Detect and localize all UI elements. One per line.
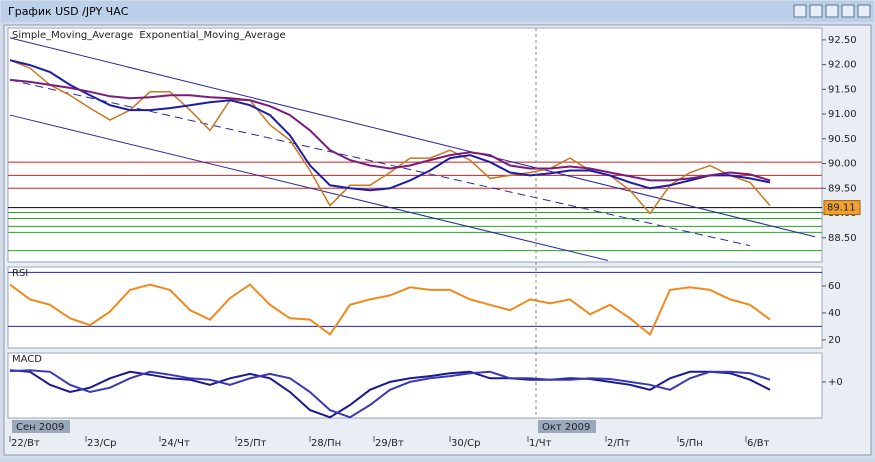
x-tick-label: 25/Пт: [237, 438, 267, 449]
panel: [7, 352, 823, 419]
x-tick-label: 23/Ср: [87, 438, 116, 449]
series-line: [9, 59, 771, 192]
close-button[interactable]: [857, 4, 871, 18]
x-tick-label: 6/Вт: [747, 438, 770, 449]
x-tick-label: 28/Пн: [311, 438, 341, 449]
tile-button[interactable]: [809, 4, 823, 18]
series-line: [9, 369, 771, 419]
y-tick-label: 92.50: [828, 35, 857, 46]
last-price-label: 89.11: [827, 203, 856, 214]
window-title: График USD /JPY ЧАС: [8, 5, 129, 18]
y-tick-label: 90.50: [828, 134, 857, 145]
legend-entry: Simple_Moving_Average: [12, 30, 133, 41]
y-tick-label: 91.50: [828, 84, 857, 95]
channel-line: [9, 79, 751, 247]
y-tick-label: 60: [828, 281, 841, 292]
y-tick-label: 92.00: [828, 60, 857, 71]
panel-title: MACD: [12, 354, 42, 365]
y-tick-label: 89.50: [828, 183, 857, 194]
y-tick-label: 88.50: [828, 233, 857, 244]
y-tick-label: 20: [828, 335, 841, 346]
period-label: Окт 2009: [542, 422, 590, 433]
series-line: [9, 283, 771, 337]
x-tick-label: 30/Ср: [451, 438, 480, 449]
period-label-bg: [538, 420, 596, 433]
series-line: [9, 369, 771, 419]
period-label: Сен 2009: [16, 422, 64, 433]
series-line: [9, 59, 771, 215]
legend-entry: Exponential_Moving_Average: [139, 30, 285, 41]
channel-line: [9, 114, 609, 262]
x-tick-label: 29/Вт: [375, 438, 404, 449]
x-tick-label: 24/Чт: [161, 438, 190, 449]
x-tick-label: 22/Вт: [11, 438, 40, 449]
panel: [7, 266, 823, 349]
last-price-box: [823, 200, 861, 216]
series-line: [9, 78, 771, 182]
minimize-button[interactable]: [825, 4, 839, 18]
y-tick-label: 91.00: [828, 109, 857, 120]
channel-line: [9, 37, 816, 238]
period-label-bg: [12, 420, 70, 433]
x-tick-label: 2/Пт: [607, 438, 630, 449]
maximize-button[interactable]: [841, 4, 855, 18]
panel: [7, 27, 823, 263]
y-tick-label: 40: [828, 308, 841, 319]
title-bar: [1, 1, 874, 22]
y-tick-label: 90.00: [828, 159, 857, 170]
help-button[interactable]: [793, 4, 807, 18]
x-tick-label: 5/Пн: [679, 438, 703, 449]
window-buttons: [793, 4, 871, 18]
panel-title: RSI: [12, 268, 28, 279]
y-tick-label: +0: [828, 377, 843, 388]
x-tick-label: 1/Чт: [529, 438, 552, 449]
